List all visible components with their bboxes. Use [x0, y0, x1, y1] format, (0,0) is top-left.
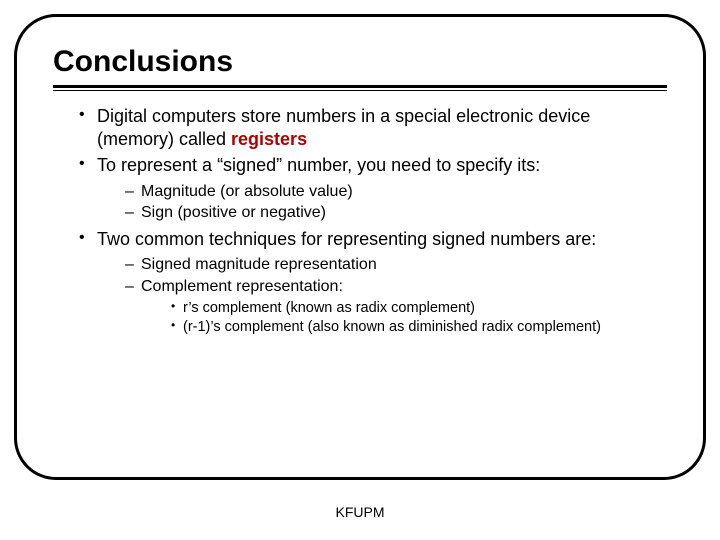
bullet-2-sublist: Magnitude (or absolute value) Sign (posi… [97, 181, 667, 224]
bullet-list: Digital computers store numbers in a spe… [53, 105, 667, 337]
bullet-3-sublist: Signed magnitude representation Compleme… [97, 254, 667, 337]
bullet-3-sub-2: Complement representation: r’s complemen… [125, 276, 667, 337]
bullet-3: Two common techniques for representing s… [79, 228, 667, 337]
bullet-3-sub-2-text: Complement representation: [141, 278, 343, 295]
bullet-2: To represent a “signed” number, you need… [79, 154, 667, 224]
title-underline-thin [53, 90, 667, 91]
bullet-3-sub-2-b: (r-1)’s complement (also known as dimini… [171, 318, 667, 337]
bullet-1-text-pre: Digital computers store numbers in a spe… [97, 106, 590, 149]
bullet-3-text: Two common techniques for representing s… [97, 229, 596, 249]
bullet-3-sub-2-a: r’s complement (known as radix complemen… [171, 299, 667, 318]
footer-text: KFUPM [0, 504, 720, 520]
bullet-1-bold: registers [231, 129, 307, 149]
slide-frame: Conclusions Digital computers store numb… [14, 14, 706, 480]
bullet-2-text: To represent a “signed” number, you need… [97, 155, 540, 175]
bullet-2-sub-1: Magnitude (or absolute value) [125, 181, 667, 203]
bullet-3-sub-2-list: r’s complement (known as radix complemen… [141, 299, 667, 337]
bullet-3-sub-1: Signed magnitude representation [125, 254, 667, 276]
slide-title: Conclusions [53, 45, 667, 79]
bullet-1: Digital computers store numbers in a spe… [79, 105, 667, 150]
bullet-2-sub-2: Sign (positive or negative) [125, 202, 667, 224]
title-underline-thick [53, 85, 667, 88]
